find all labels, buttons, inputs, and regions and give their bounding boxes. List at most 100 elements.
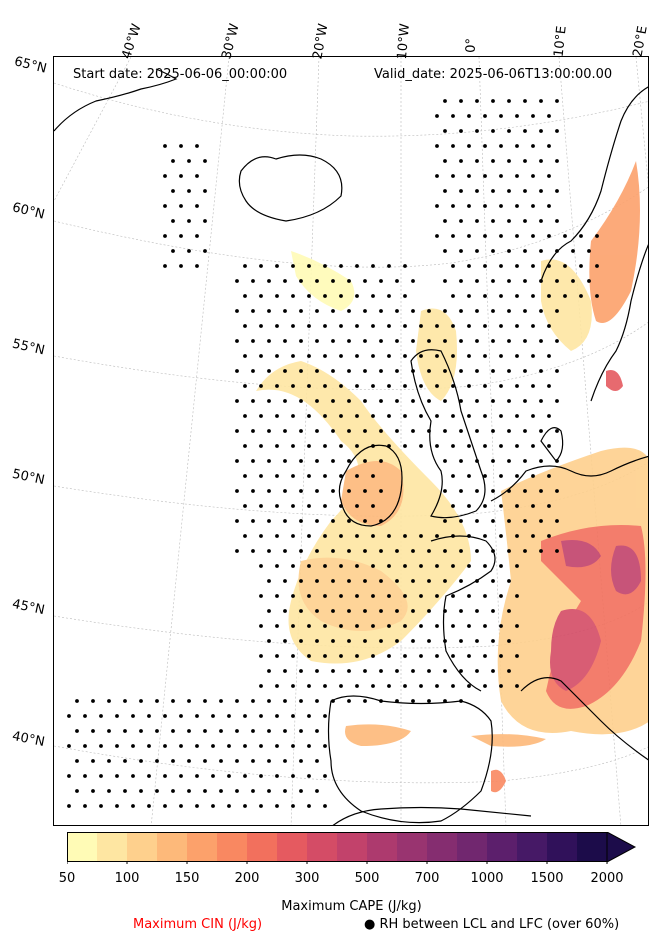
rh-dot xyxy=(131,714,135,718)
rh-dot xyxy=(371,264,375,268)
rh-dot xyxy=(459,669,463,673)
rh-dot xyxy=(275,294,279,298)
rh-dot xyxy=(307,534,311,538)
rh-dot xyxy=(515,294,519,298)
coast-france xyxy=(430,535,496,692)
lon-label-20w: 20°W xyxy=(310,22,332,61)
rh-dot xyxy=(243,354,247,358)
rh-dot xyxy=(355,564,359,568)
rh-dot xyxy=(307,804,311,808)
rh-dot xyxy=(507,219,511,223)
rh-dot xyxy=(323,534,327,538)
rh-dot xyxy=(267,549,271,553)
rh-dot xyxy=(475,429,479,433)
coast-ireland xyxy=(338,444,403,527)
rh-dot xyxy=(419,354,423,358)
rh-dot xyxy=(411,549,415,553)
rh-dot xyxy=(91,699,95,703)
rh-dot xyxy=(459,399,463,403)
lat-label-55n: 55°N xyxy=(10,336,47,359)
colorbar-tick-label: 2000 xyxy=(590,871,624,886)
rh-dot xyxy=(187,159,191,163)
rh-dot xyxy=(259,534,263,538)
rh-dot xyxy=(539,129,543,133)
rh-dot xyxy=(547,444,551,448)
rh-dot xyxy=(291,714,295,718)
rh-dot xyxy=(507,399,511,403)
rh-dot xyxy=(91,789,95,793)
rh-dot xyxy=(459,579,463,583)
rh-dot xyxy=(419,654,423,658)
rh-dot xyxy=(507,249,511,253)
lon-label-10e: 10°E xyxy=(551,25,570,58)
rh-dot xyxy=(83,804,87,808)
rh-dot xyxy=(323,294,327,298)
rh-dot xyxy=(331,699,335,703)
rh-dot xyxy=(443,279,447,283)
rh-dot xyxy=(467,384,471,388)
rh-dot xyxy=(419,564,423,568)
rh-dot xyxy=(243,474,247,478)
colorbar-outline xyxy=(67,832,608,862)
rh-dot xyxy=(251,549,255,553)
rh-dot xyxy=(291,444,295,448)
rh-dot xyxy=(347,609,351,613)
rh-dot xyxy=(371,354,375,358)
rh-dot xyxy=(347,639,351,643)
rh-dot xyxy=(379,339,383,343)
rh-dot xyxy=(251,519,255,523)
rh-dot xyxy=(531,324,535,328)
rh-dot xyxy=(275,564,279,568)
rh-dot xyxy=(475,249,479,253)
rh-dot xyxy=(539,219,543,223)
rh-dot xyxy=(91,729,95,733)
colorbar-swatch xyxy=(247,832,278,862)
rh-dot xyxy=(195,804,199,808)
rh-dot xyxy=(163,174,167,178)
rh-dot xyxy=(419,594,423,598)
rh-dot xyxy=(299,579,303,583)
rh-dot xyxy=(331,429,335,433)
rh-dot xyxy=(259,294,263,298)
rh-dot xyxy=(507,579,511,583)
rh-dot xyxy=(251,399,255,403)
cin-legend-label: Maximum CIN (J/kg) xyxy=(133,917,263,932)
rh-dot xyxy=(459,639,463,643)
rh-dot xyxy=(275,594,279,598)
rh-dot xyxy=(491,609,495,613)
rh-dot xyxy=(507,609,511,613)
rh-dot xyxy=(491,309,495,313)
rh-dot xyxy=(307,684,311,688)
rh-dot xyxy=(467,594,471,598)
rh-dot xyxy=(267,519,271,523)
rh-dot xyxy=(291,504,295,508)
rh-dot xyxy=(379,669,383,673)
colorbar-extend-arrow xyxy=(606,832,637,863)
rh-dot xyxy=(411,609,415,613)
rh-dot xyxy=(283,399,287,403)
rh-dot xyxy=(475,339,479,343)
rh-dot xyxy=(499,684,503,688)
rh-dot xyxy=(379,369,383,373)
rh-dot xyxy=(555,489,559,493)
colorbar-tick-label: 300 xyxy=(294,871,320,886)
rh-dot xyxy=(155,699,159,703)
lon-label-20e: 20°E xyxy=(630,24,651,59)
rh-dot xyxy=(491,129,495,133)
rh-dot xyxy=(315,519,319,523)
rh-dot xyxy=(499,144,503,148)
rh-dot xyxy=(371,534,375,538)
rh-dot xyxy=(515,204,519,208)
rh-dot xyxy=(435,684,439,688)
rh-dot xyxy=(251,789,255,793)
rh-dot xyxy=(91,759,95,763)
rh-dot xyxy=(203,729,207,733)
rh-dot xyxy=(507,639,511,643)
rh-dot xyxy=(379,279,383,283)
rh-dot xyxy=(331,279,335,283)
rh-dot xyxy=(203,789,207,793)
rh-dot xyxy=(467,354,471,358)
rh-dot xyxy=(379,489,383,493)
rh-dot xyxy=(99,804,103,808)
rh-dot xyxy=(195,234,199,238)
